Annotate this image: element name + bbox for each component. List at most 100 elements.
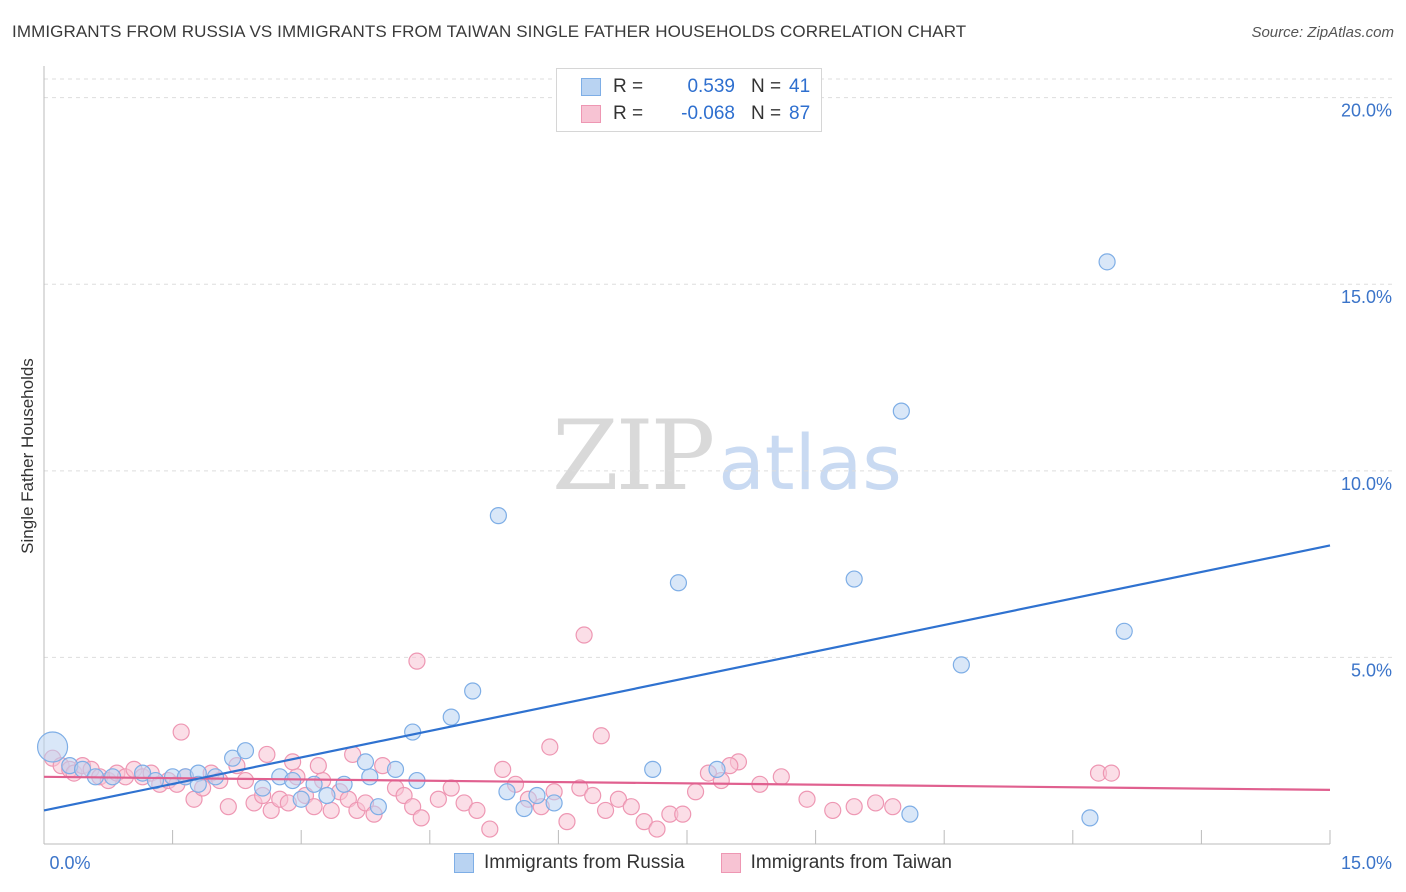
point-taiwan: [305, 798, 323, 816]
point-russia: [545, 794, 563, 812]
legend-r-label: R =: [613, 76, 644, 97]
point-russia: [356, 753, 375, 771]
series-legend-russia[interactable]: Immigrants from Russia: [454, 852, 685, 874]
point-russia: [528, 786, 546, 805]
point-taiwan: [412, 809, 430, 827]
trendline-taiwan: [43, 775, 1331, 791]
legend-n-value: 41: [789, 76, 811, 97]
x-tick-label: 0.0%: [49, 853, 90, 873]
point-taiwan: [258, 745, 276, 764]
point-taiwan: [558, 813, 576, 831]
series-legend-taiwan[interactable]: Immigrants from Taiwan: [720, 852, 952, 874]
point-russia: [254, 779, 272, 797]
point-russia: [386, 760, 405, 778]
point-taiwan: [309, 757, 327, 775]
point-russia: [845, 570, 863, 588]
point-russia: [224, 749, 242, 767]
point-taiwan: [884, 798, 902, 816]
point-taiwan: [867, 794, 885, 812]
point-taiwan: [824, 801, 842, 820]
point-taiwan: [622, 798, 640, 816]
legend-r-value: 0.539: [687, 76, 735, 97]
point-russia: [708, 760, 726, 778]
point-taiwan: [571, 779, 589, 797]
point-taiwan: [408, 652, 426, 670]
point-russia: [335, 775, 353, 793]
point-taiwan: [481, 820, 499, 838]
series-swatch-russia: [454, 853, 475, 873]
point-taiwan: [845, 798, 863, 816]
point-russia: [464, 682, 482, 700]
point-taiwan: [468, 801, 486, 820]
point-taiwan: [442, 779, 460, 797]
point-russia: [489, 507, 507, 525]
point-taiwan: [284, 753, 302, 771]
legend-r-label: R =: [613, 103, 644, 124]
y-tick-label: 5.0%: [1351, 660, 1392, 680]
legend-n-label: N =: [751, 76, 782, 97]
point-russia: [952, 656, 970, 674]
point-taiwan: [219, 798, 237, 816]
legend-swatch-russia: [581, 78, 601, 96]
watermark-atlas: atlas: [718, 418, 902, 507]
legend-swatch-taiwan: [581, 105, 601, 123]
point-taiwan: [1102, 764, 1120, 782]
point-taiwan: [772, 768, 790, 786]
point-russia: [284, 771, 302, 790]
point-russia: [292, 790, 310, 808]
watermark: ZIPatlas: [552, 400, 902, 512]
point-russia: [369, 798, 387, 816]
point-russia: [1115, 622, 1133, 640]
point-taiwan: [494, 760, 512, 778]
point-taiwan: [686, 783, 705, 801]
point-taiwan: [592, 727, 610, 745]
point-russia: [892, 402, 910, 420]
x-tick-label: 15.0%: [1341, 853, 1392, 873]
point-russia: [1098, 253, 1116, 271]
point-taiwan: [609, 790, 628, 808]
point-taiwan: [322, 801, 340, 820]
point-taiwan: [172, 723, 190, 741]
point-russia: [361, 768, 379, 786]
point-taiwan: [584, 786, 602, 805]
point-russia: [498, 783, 516, 801]
trendline-russia: [43, 544, 1331, 812]
correlation-legend: R = 0.539 N = 41 R = -0.068 N = 87: [556, 68, 822, 132]
point-taiwan: [575, 626, 593, 644]
point-taiwan: [635, 813, 653, 831]
series-legend: Immigrants from Russia Immigrants from T…: [0, 852, 1406, 874]
source-label: Source: ZipAtlas.com: [1251, 24, 1394, 41]
legend-n-value: 87: [789, 103, 811, 124]
point-russia: [515, 799, 533, 818]
point-russia: [644, 760, 662, 778]
point-russia: [1081, 809, 1099, 827]
point-taiwan: [429, 790, 447, 808]
point-taiwan: [455, 794, 473, 812]
watermark-zip: ZIP: [552, 400, 715, 512]
point-russia: [404, 723, 422, 741]
chart-title: IMMIGRANTS FROM RUSSIA VS IMMIGRANTS FRO…: [12, 22, 967, 41]
point-russia: [442, 708, 460, 726]
legend-row-taiwan: R = -0.068 N = 87: [581, 102, 810, 126]
series-label-taiwan: Immigrants from Taiwan: [750, 852, 952, 873]
y-tick-label: 15.0%: [1341, 287, 1392, 307]
point-taiwan: [798, 790, 816, 808]
y-tick-label: 10.0%: [1341, 474, 1392, 494]
point-taiwan: [596, 801, 615, 820]
point-russia: [669, 574, 688, 592]
point-taiwan: [541, 738, 559, 756]
legend-row-russia: R = 0.539 N = 41: [581, 75, 810, 99]
point-taiwan: [674, 805, 692, 823]
point-taiwan: [236, 771, 255, 790]
series-label-russia: Immigrants from Russia: [484, 852, 685, 873]
point-russia: [901, 805, 919, 823]
y-tick-label: 20.0%: [1341, 101, 1392, 121]
legend-r-value: -0.068: [681, 103, 735, 124]
point-taiwan: [648, 820, 666, 838]
legend-n-label: N =: [751, 103, 782, 124]
point-russia: [318, 786, 336, 805]
point-russia: [36, 731, 69, 763]
point-russia: [236, 742, 255, 760]
series-swatch-taiwan: [720, 853, 741, 873]
